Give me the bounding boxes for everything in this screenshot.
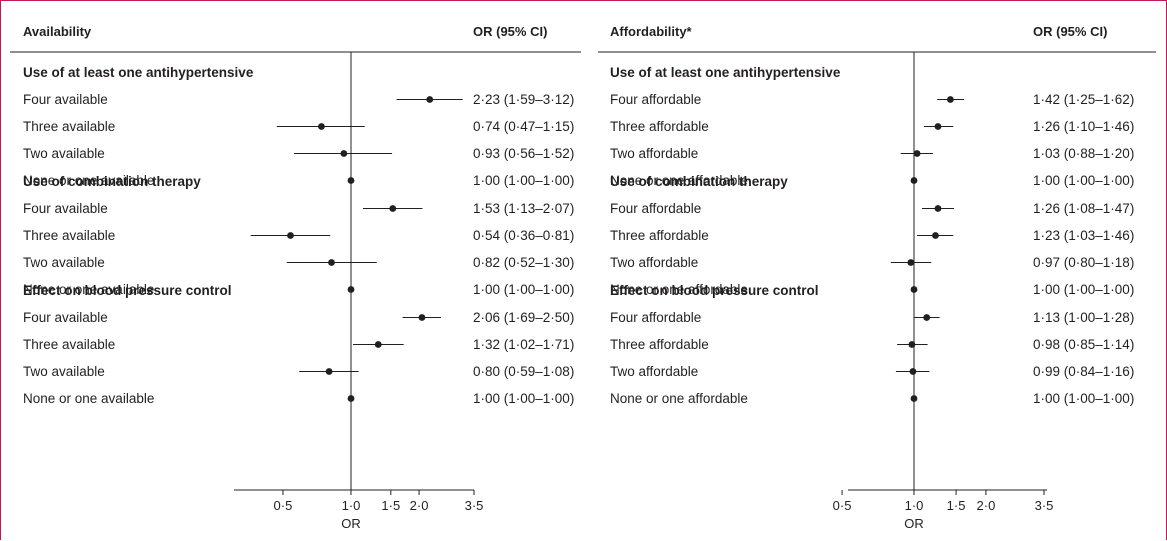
row-label: Two affordable <box>610 364 698 379</box>
or-point <box>946 96 954 103</box>
or-point <box>910 177 918 184</box>
x-tick-label: 0·5 <box>274 498 293 513</box>
row-label: Two affordable <box>610 255 698 270</box>
or-ci-value: 2·06 (1·69–2·50) <box>473 310 574 325</box>
or-ci-value: 1·32 (1·02–1·71) <box>473 337 574 352</box>
row-label: Three affordable <box>610 337 709 352</box>
x-tick-label: 1·0 <box>342 498 361 513</box>
or-point <box>318 123 325 130</box>
or-ci-value: 0·97 (0·80–1·18) <box>1033 255 1134 270</box>
or-point <box>932 232 939 239</box>
or-ci-value: 0·82 (0·52–1·30) <box>473 255 574 270</box>
x-tick-label: 2·0 <box>410 498 429 513</box>
or-ci-value: 0·54 (0·36–0·81) <box>473 228 574 243</box>
or-point <box>347 286 355 293</box>
or-point <box>347 395 355 402</box>
or-ci-value: 0·93 (0·56–1·52) <box>473 146 574 161</box>
row-label: Four affordable <box>610 92 701 107</box>
or-ci-value: 1·00 (1·00–1·00) <box>1033 173 1134 188</box>
or-point <box>287 232 294 239</box>
section-title: Use of combination therapy <box>23 174 201 189</box>
row-label: Three available <box>23 119 115 134</box>
or-point <box>418 314 426 321</box>
x-tick-label: 1·0 <box>905 498 924 513</box>
or-point <box>908 341 916 348</box>
row-label: Three available <box>23 228 115 243</box>
or-point <box>426 96 434 103</box>
or-point <box>934 123 942 130</box>
or-point <box>340 150 348 157</box>
x-tick-label: 1·5 <box>381 498 400 513</box>
or-ci-value: 2·23 (1·59–3·12) <box>473 92 574 107</box>
x-tick-label: 1·5 <box>947 498 966 513</box>
or-point <box>923 314 931 321</box>
x-axis-label: OR <box>904 516 924 531</box>
x-axis-label: OR <box>341 516 361 531</box>
or-ci-value: 1·00 (1·00–1·00) <box>1033 391 1134 406</box>
or-point <box>328 259 335 266</box>
panel-title: Affordability* <box>610 24 693 39</box>
x-tick-label: 3·5 <box>465 498 484 513</box>
row-label: Four affordable <box>610 201 701 216</box>
or-ci-value: 1·00 (1·00–1·00) <box>1033 282 1134 297</box>
row-label: Two available <box>23 146 105 161</box>
or-ci-value: 0·80 (0·59–1·08) <box>473 364 574 379</box>
section-title: Use of combination therapy <box>610 174 788 189</box>
or-ci-value: 0·99 (0·84–1·16) <box>1033 364 1134 379</box>
row-label: Four available <box>23 92 108 107</box>
or-point <box>910 395 918 402</box>
or-point <box>910 286 918 293</box>
row-label: Two affordable <box>610 146 698 161</box>
row-label: Four available <box>23 310 108 325</box>
row-label: Four affordable <box>610 310 701 325</box>
x-tick-label: 3·5 <box>1035 498 1054 513</box>
column-header: OR (95% CI) <box>1033 24 1107 39</box>
or-ci-value: 0·74 (0·47–1·15) <box>473 119 574 134</box>
x-tick-label: 2·0 <box>977 498 996 513</box>
or-point <box>913 150 921 157</box>
or-point <box>934 205 942 212</box>
row-label: Three affordable <box>610 119 709 134</box>
row-label: Three available <box>23 337 115 352</box>
section-title: Use of at least one antihypertensive <box>610 65 841 80</box>
or-ci-value: 1·26 (1·08–1·47) <box>1033 201 1134 216</box>
row-label: None or one affordable <box>610 282 748 297</box>
or-ci-value: 1·03 (0·88–1·20) <box>1033 146 1134 161</box>
section-title: Effect on blood pressure control <box>23 283 232 298</box>
row-label: None or one available <box>23 173 154 188</box>
or-point <box>347 177 355 184</box>
row-label: None or one affordable <box>610 173 748 188</box>
row-label: Four available <box>23 201 108 216</box>
row-label: Two available <box>23 255 105 270</box>
or-point <box>389 205 397 212</box>
row-label: Three affordable <box>610 228 709 243</box>
row-label: Two available <box>23 364 105 379</box>
row-label: None or one available <box>23 391 154 406</box>
or-point <box>374 341 382 348</box>
or-ci-value: 0·98 (0·85–1·14) <box>1033 337 1134 352</box>
row-label: None or one available <box>23 282 154 297</box>
or-ci-value: 1·00 (1·00–1·00) <box>473 173 574 188</box>
or-point <box>907 259 915 266</box>
row-label: None or one affordable <box>610 391 748 406</box>
or-ci-value: 1·23 (1·03–1·46) <box>1033 228 1134 243</box>
x-tick-label: 0·5 <box>833 498 852 513</box>
section-title: Effect on blood pressure control <box>610 283 819 298</box>
or-ci-value: 1·00 (1·00–1·00) <box>473 282 574 297</box>
or-ci-value: 1·53 (1·13–2·07) <box>473 201 574 216</box>
or-point <box>909 368 917 375</box>
panel-title: Availability <box>23 24 92 39</box>
or-point <box>325 368 333 375</box>
or-ci-value: 1·26 (1·10–1·46) <box>1033 119 1134 134</box>
or-ci-value: 1·00 (1·00–1·00) <box>473 391 574 406</box>
or-ci-value: 1·42 (1·25–1·62) <box>1033 92 1134 107</box>
column-header: OR (95% CI) <box>473 24 547 39</box>
or-ci-value: 1·13 (1·00–1·28) <box>1033 310 1134 325</box>
section-title: Use of at least one antihypertensive <box>23 65 254 80</box>
